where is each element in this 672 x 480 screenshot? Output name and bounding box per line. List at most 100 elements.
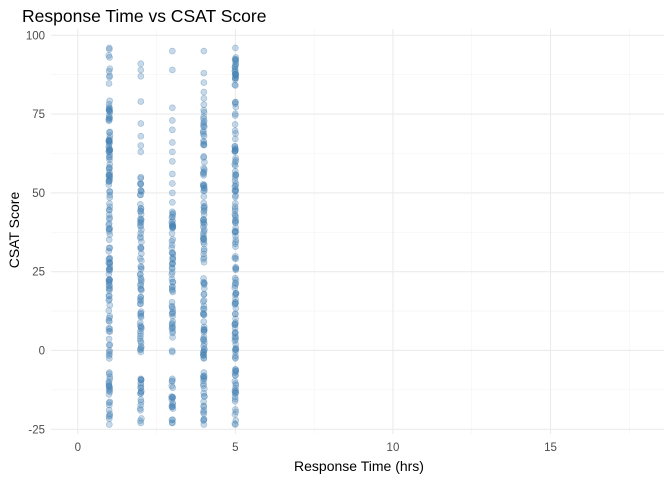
- data-point: [169, 250, 177, 258]
- data-point: [137, 344, 145, 351]
- data-point: [105, 406, 113, 414]
- data-point: [232, 74, 239, 82]
- data-point: [169, 211, 176, 218]
- data-point: [106, 215, 113, 223]
- data-point: [231, 143, 239, 151]
- data-point: [169, 393, 177, 401]
- data-point: [136, 221, 144, 229]
- data-point: [137, 401, 145, 409]
- data-point: [232, 366, 239, 373]
- data-point: [200, 392, 208, 400]
- data-point: [168, 303, 176, 311]
- data-point: [169, 403, 176, 410]
- data-point: [232, 110, 239, 118]
- data-point: [232, 72, 240, 80]
- data-point: [200, 234, 207, 242]
- data-point: [169, 394, 176, 402]
- data-point: [200, 182, 207, 190]
- data-point: [106, 72, 113, 80]
- data-point: [105, 181, 113, 188]
- data-point: [232, 180, 240, 188]
- data-point: [200, 290, 208, 298]
- data-point: [105, 415, 113, 423]
- data-point: [137, 398, 145, 406]
- data-point: [232, 421, 239, 428]
- data-point: [105, 116, 113, 123]
- data-point: [106, 312, 114, 320]
- y-tick-label: -25: [28, 424, 45, 436]
- data-point: [231, 227, 239, 235]
- data-point: [200, 327, 208, 334]
- data-point: [105, 171, 113, 179]
- y-tick-label: 50: [32, 188, 45, 200]
- data-point: [168, 378, 176, 385]
- data-point: [105, 146, 113, 154]
- data-point: [137, 274, 145, 282]
- data-point: [231, 211, 239, 218]
- data-point: [137, 219, 145, 226]
- data-point: [138, 415, 145, 422]
- data-point: [231, 300, 239, 308]
- data-point: [168, 244, 176, 252]
- data-point: [231, 177, 239, 185]
- data-point: [106, 384, 113, 392]
- x-tick-label: 10: [387, 442, 400, 454]
- data-point: [169, 334, 176, 341]
- data-point: [137, 217, 144, 224]
- data-point: [199, 128, 207, 136]
- data-point: [106, 369, 113, 376]
- data-point: [200, 247, 208, 255]
- data-point: [106, 328, 114, 335]
- data-point: [168, 347, 176, 355]
- data-point: [138, 257, 145, 265]
- data-point: [231, 147, 239, 155]
- data-point: [232, 147, 239, 154]
- data-point: [137, 98, 145, 105]
- data-point: [231, 63, 239, 70]
- data-point: [232, 406, 239, 413]
- data-point: [106, 355, 113, 362]
- data-point: [232, 319, 239, 326]
- data-point: [200, 187, 207, 195]
- data-point: [232, 389, 239, 397]
- data-point: [200, 255, 207, 263]
- data-point: [200, 348, 207, 356]
- data-point: [137, 265, 145, 273]
- data-point: [200, 311, 208, 319]
- data-point: [232, 346, 239, 353]
- data-point: [106, 214, 113, 221]
- data-point: [201, 393, 208, 400]
- data-point: [105, 276, 113, 284]
- data-point: [169, 305, 176, 313]
- data-point: [200, 421, 208, 428]
- data-point: [200, 130, 207, 138]
- data-point: [231, 55, 239, 63]
- data-point: [200, 326, 208, 334]
- data-point: [106, 108, 114, 116]
- data-point: [168, 325, 176, 333]
- data-point: [200, 375, 208, 382]
- data-point: [137, 327, 144, 335]
- data-point: [106, 421, 113, 428]
- data-point: [105, 248, 113, 255]
- data-point: [137, 186, 145, 194]
- data-point: [169, 213, 176, 221]
- data-point: [106, 347, 113, 354]
- data-point: [106, 398, 114, 406]
- data-point: [200, 326, 208, 334]
- data-point: [137, 201, 144, 208]
- data-point: [232, 265, 240, 272]
- data-point: [137, 66, 145, 74]
- data-point: [106, 350, 113, 358]
- data-point: [137, 148, 145, 156]
- data-point: [232, 304, 240, 312]
- data-point: [137, 285, 145, 293]
- data-point: [169, 256, 176, 263]
- data-point: [105, 178, 113, 185]
- data-point: [231, 127, 239, 135]
- data-point: [106, 255, 113, 263]
- data-point: [200, 182, 207, 189]
- data-point: [106, 412, 114, 419]
- data-point: [231, 395, 239, 403]
- data-point: [200, 235, 207, 243]
